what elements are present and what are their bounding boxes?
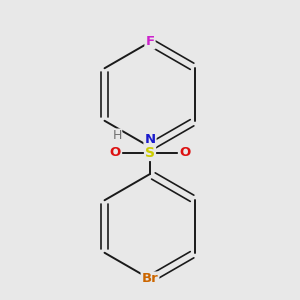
Text: N: N (144, 133, 156, 146)
Text: H: H (112, 129, 122, 142)
Text: S: S (145, 146, 155, 160)
Text: O: O (110, 146, 121, 160)
Text: O: O (179, 146, 190, 160)
Text: Br: Br (142, 272, 158, 286)
Text: F: F (146, 35, 154, 49)
